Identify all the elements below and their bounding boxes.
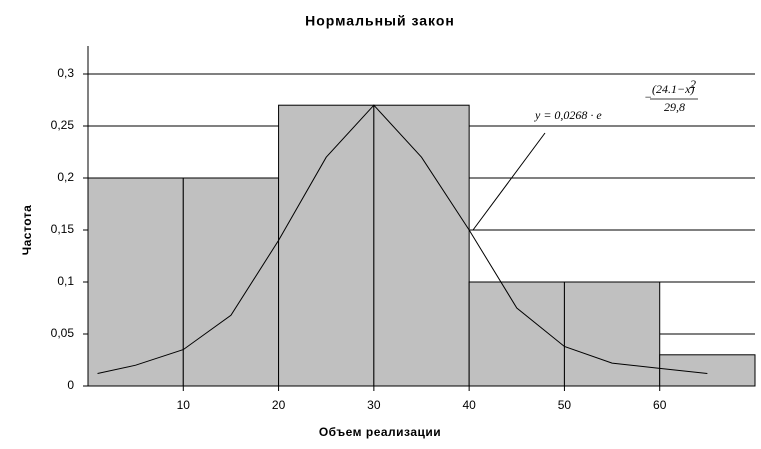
y-tick-label: 0,3	[57, 66, 74, 80]
y-tick-label: 0,2	[57, 170, 74, 184]
formula-numerator: (24.1−x)	[652, 82, 694, 96]
x-tick-label: 60	[653, 398, 667, 412]
bar	[278, 104, 375, 387]
bar	[182, 177, 280, 387]
bar	[373, 104, 470, 387]
bar	[87, 177, 184, 387]
formula-power: 2	[690, 77, 696, 91]
y-tick-label: 0,1	[57, 274, 74, 288]
formula-denominator: 29,8	[664, 100, 685, 114]
formula-sign: −	[644, 90, 652, 104]
bar	[468, 281, 565, 387]
formula-base: y = 0,0268 · e	[534, 108, 602, 122]
y-tick-label: 0,25	[51, 118, 75, 132]
bar	[563, 281, 661, 387]
x-tick-label: 50	[558, 398, 572, 412]
formula: y = 0,0268 · e − (24.1−x) 2 29,8	[472, 77, 698, 231]
x-tick-label: 40	[462, 398, 476, 412]
y-tick-label: 0	[67, 378, 74, 392]
x-tick-label: 30	[367, 398, 381, 412]
y-tick-label: 0,15	[51, 222, 75, 236]
x-axis-title: Объем реализации	[319, 425, 441, 439]
leader-line	[472, 132, 546, 231]
y-tick-label: 0,05	[51, 326, 75, 340]
bar	[659, 354, 756, 387]
y-axis-title: Частота	[20, 205, 34, 256]
x-tick-label: 10	[177, 398, 191, 412]
x-tick-label: 20	[272, 398, 286, 412]
curve	[97, 104, 708, 375]
chart-title: Нормальный закон	[305, 13, 455, 29]
